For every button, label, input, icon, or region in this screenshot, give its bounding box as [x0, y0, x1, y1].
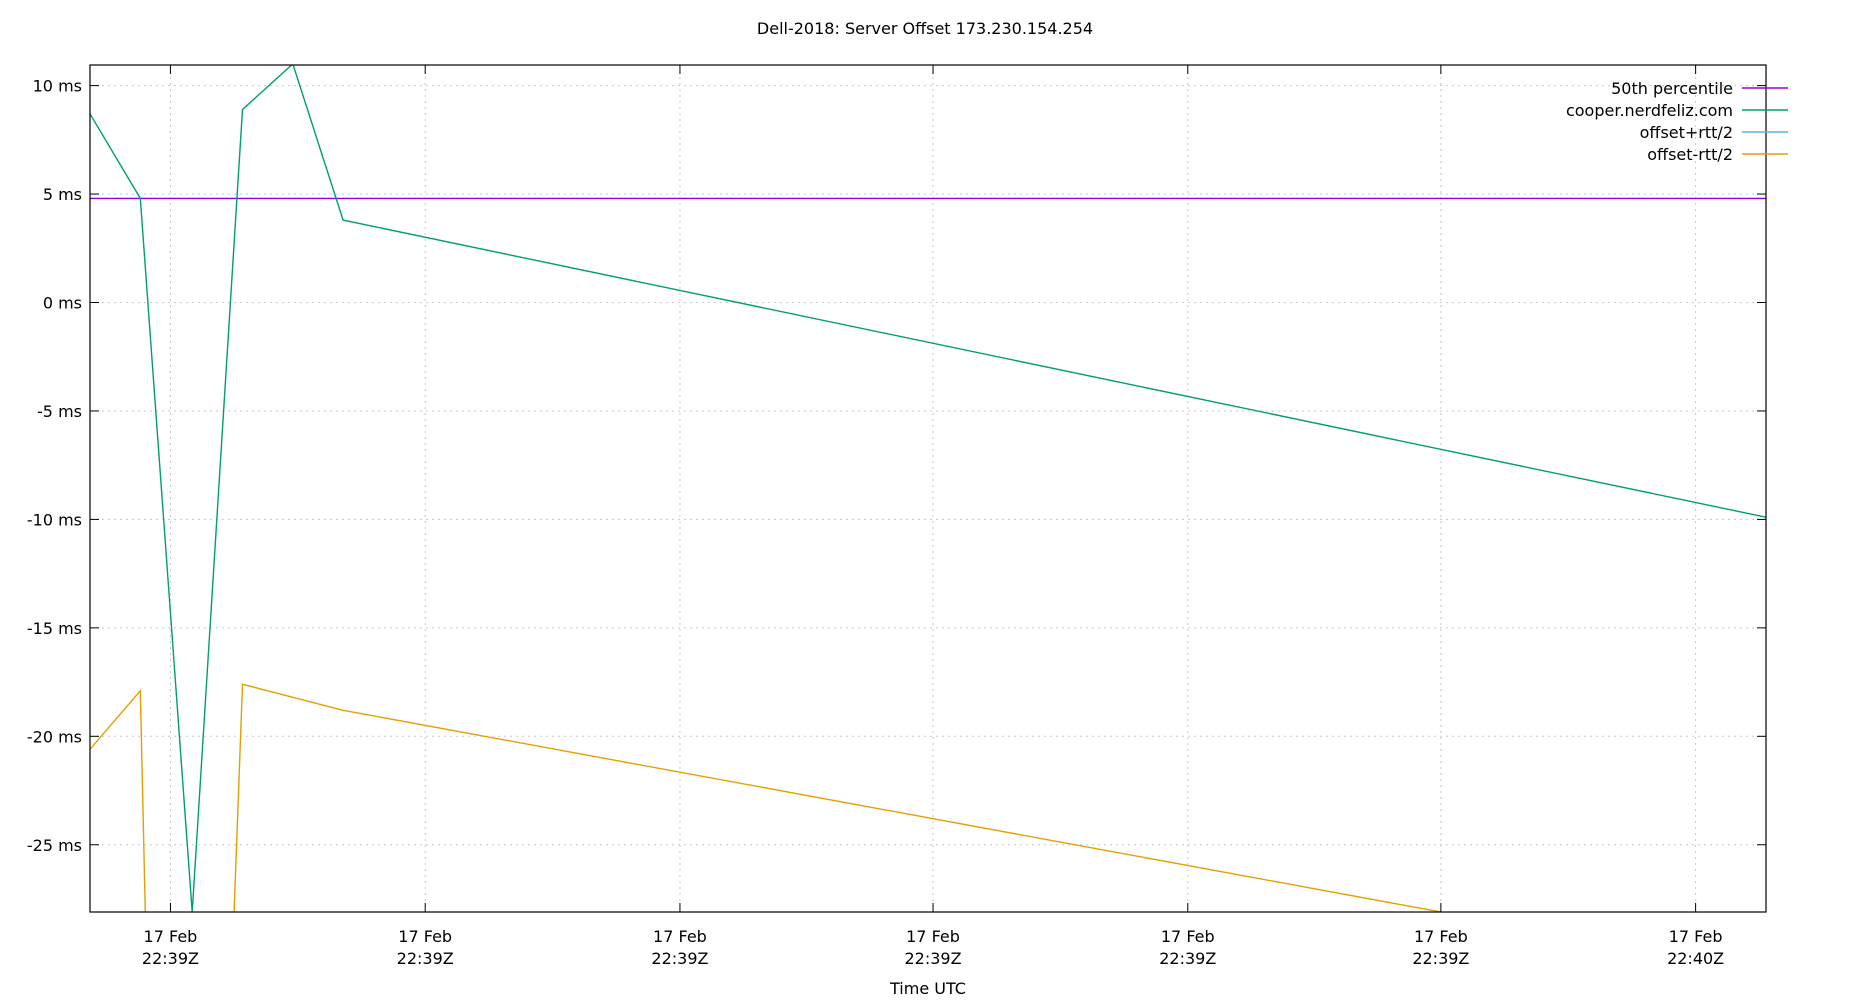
y-tick-label: -20 ms [27, 727, 82, 746]
x-tick-date-label: 17 Feb [906, 927, 960, 946]
legend-label: 50th percentile [1611, 79, 1733, 98]
y-tick-label: 5 ms [43, 185, 82, 204]
series-lines [90, 65, 1766, 912]
legend-label: offset+rtt/2 [1640, 123, 1733, 142]
legend-label: offset-rtt/2 [1647, 145, 1733, 164]
y-tick-label: -10 ms [27, 510, 82, 529]
x-axis-tick-labels: 17 Feb 22:39Z 17 Feb 22:39Z 17 Feb 22:39Z 17 F… [142, 927, 1724, 968]
y-tick-label: 0 ms [43, 294, 82, 313]
x-tick-date-label: 17 Feb [398, 927, 452, 946]
legend-label: cooper.nerdfeliz.com [1566, 101, 1733, 120]
x-tick-time-label: 22:39Z [1412, 949, 1469, 968]
x-tick-time-label: 22:39Z [904, 949, 961, 968]
legend: 50th percentile cooper.nerdfeliz.com offse… [1566, 79, 1788, 164]
x-tick-time-label: 22:40Z [1667, 949, 1724, 968]
x-tick-date-label: 17 Feb [1414, 927, 1468, 946]
x-tick-date-label: 17 Feb [144, 927, 198, 946]
x-axis-label: Time UTC [889, 979, 966, 998]
x-tick-date-label: 17 Feb [653, 927, 707, 946]
y-axis-tick-labels: 10 ms 5 ms 0 ms -5 ms -10 ms -15 ms -20 ms -25 … [27, 77, 82, 855]
y-tick-label: -15 ms [27, 619, 82, 638]
x-tick-time-label: 22:39Z [651, 949, 708, 968]
chart-title: Dell-2018: Server Offset 173.230.154.254 [757, 19, 1093, 38]
plot-frame [89, 64, 1767, 913]
series-line-cooper-nerdfeliz-com [90, 65, 1766, 912]
axis-ticks [90, 65, 1766, 912]
y-tick-label: 10 ms [33, 77, 82, 96]
y-tick-label: -25 ms [27, 836, 82, 855]
x-tick-time-label: 22:39Z [1159, 949, 1216, 968]
series-line-offset-rtt-2 [90, 683, 1442, 912]
x-tick-time-label: 22:39Z [397, 949, 454, 968]
x-tick-date-label: 17 Feb [1669, 927, 1723, 946]
x-tick-time-label: 22:39Z [142, 949, 199, 968]
x-tick-date-label: 17 Feb [1161, 927, 1215, 946]
y-tick-label: -5 ms [37, 402, 82, 421]
grid-lines [90, 65, 1766, 912]
